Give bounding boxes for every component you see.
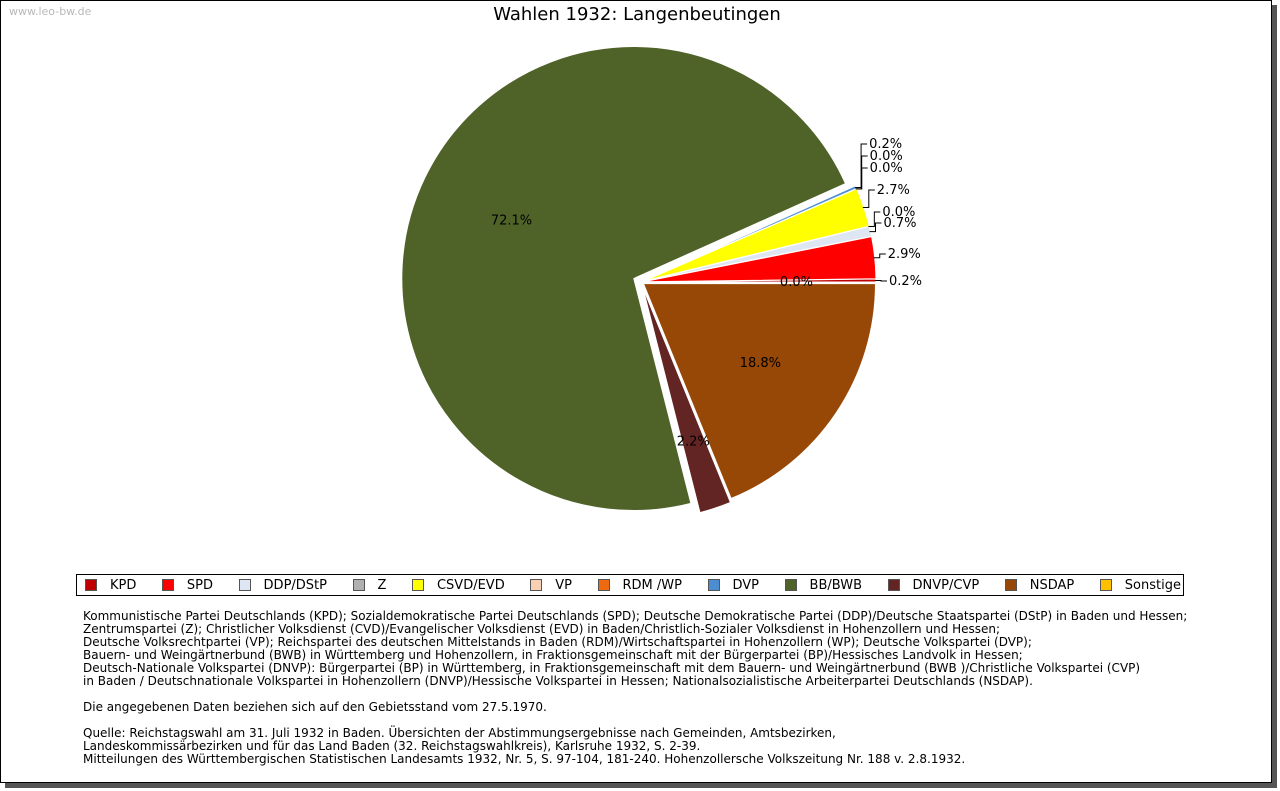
source-note-line: Landeskommissärbezirken und für das Land… — [83, 739, 701, 753]
legend-swatch — [411, 579, 424, 591]
legend-item-vp: VP — [530, 578, 572, 593]
slice-label-kpd: 0.2% — [889, 274, 922, 289]
legend-label: DVP — [732, 577, 760, 593]
leader-line-z — [868, 211, 881, 228]
legend-label: DDP/DStP — [263, 577, 327, 593]
legend-swatch — [887, 579, 900, 591]
legend-swatch — [85, 579, 97, 591]
slice-label-z: 0.0% — [882, 205, 915, 220]
slice-label-csvd-evd: 2.7% — [877, 183, 910, 198]
legend-label: RDM /WP — [622, 577, 682, 593]
chart-title: Wahlen 1932: Langenbeutingen — [493, 4, 781, 25]
legend-item-spd: SPD — [161, 577, 214, 593]
legend-swatch — [1004, 579, 1017, 591]
party-note-line: Bauern- und Weingärtnerbund (BWB) in Wür… — [83, 648, 1023, 662]
slice-label-spd: 2.9% — [888, 247, 921, 262]
watermark: www.leo-bw.de — [9, 5, 92, 18]
legend-swatch — [530, 579, 543, 591]
legend-item-dnvp-cvp: DNVP/CVP — [887, 577, 980, 593]
legend-label: SPD — [186, 577, 214, 593]
legend-item-ddp-dstp: DDP/DStP — [238, 577, 327, 593]
legend-label: BB/BWB — [809, 577, 862, 593]
party-note-line: Zentrumspartei (Z); Christlicher Volksdi… — [83, 622, 1001, 636]
legend-label: Sonstige — [1124, 577, 1181, 593]
leader-line-spd — [873, 253, 886, 259]
legend-swatch — [784, 579, 797, 591]
leader-line-dvp — [855, 143, 868, 189]
legend-label: VP — [555, 577, 572, 593]
legend-item-sonstige: Sonstige — [1099, 577, 1181, 593]
party-notes: Kommunistische Partei Deutschlands (KPD)… — [83, 610, 1187, 688]
party-note-line: Kommunistische Partei Deutschlands (KPD)… — [83, 609, 1188, 623]
legend-swatch — [707, 579, 720, 591]
source-note-line: Quelle: Reichstagswahl am 31. Juli 1932 … — [83, 726, 836, 740]
pie-slice-dnvp-cvp — [642, 287, 732, 514]
slice-label-sonstige: 0.0% — [780, 275, 813, 290]
legend-label: Z — [377, 577, 387, 593]
party-note-line: in Baden / Deutschnationale Volkspartei … — [83, 674, 1033, 688]
legend-swatch — [1099, 579, 1112, 591]
slice-label-vp: 0.0% — [870, 161, 903, 176]
pie-slice-bb-bwb — [401, 46, 847, 511]
legend-label: KPD — [110, 577, 137, 593]
leader-line-ddp-dstp — [869, 222, 882, 233]
notes: Kommunistische Partei Deutschlands (KPD)… — [83, 610, 1187, 766]
legend-swatch — [352, 579, 365, 591]
source-notes: Quelle: Reichstagswahl am 31. Juli 1932 … — [83, 727, 1187, 766]
pie-slice-nsdap — [642, 283, 876, 500]
legend-swatch — [238, 579, 251, 591]
slice-label-ddp-dstp: 0.7% — [884, 216, 917, 231]
party-note-line: Deutsch-Nationale Volkspartei (DNVP): Bü… — [83, 661, 1141, 675]
legend-label: NSDAP — [1029, 577, 1075, 593]
legend-item-nsdap: NSDAP — [1004, 577, 1075, 593]
legend-item-bb-bwb: BB/BWB — [784, 577, 862, 593]
legend-item-rdm-wp: RDM /WP — [597, 577, 682, 593]
legend: KPD SPD DDP/DStP Z CSVD/EVD VP RDM /WP DVP BB/BW… — [76, 574, 1184, 596]
source-note-line: Mitteilungen des Württembergischen Stati… — [83, 752, 966, 766]
slice-label-dnvp-cvp: 2.2% — [677, 435, 710, 450]
legend-item-csvd-evd: CSVD/EVD — [411, 577, 505, 593]
leader-line-rdm-wp — [855, 155, 868, 190]
slice-label-dvp: 0.2% — [869, 137, 902, 152]
territory-note: Die angegebenen Daten beziehen sich auf … — [83, 700, 547, 714]
slice-label-nsdap: 18.8% — [740, 356, 781, 371]
legend-item-dvp: DVP — [707, 577, 760, 593]
legend-label: CSVD/EVD — [436, 577, 505, 593]
leader-line-csvd-evd — [862, 189, 875, 208]
slice-label-bb-bwb: 72.1% — [491, 213, 532, 228]
legend-item-z: Z — [352, 577, 387, 593]
legend-swatch — [597, 579, 610, 591]
slice-label-rdm-wp: 0.0% — [870, 149, 903, 164]
legend-label: DNVP/CVP — [912, 577, 980, 593]
legend-swatch — [161, 579, 174, 591]
party-note-line: Deutsche Volksrechtpartei (VP); Reichspa… — [83, 635, 1032, 649]
legend-item-kpd: KPD — [85, 578, 136, 593]
pie-chart: 72.1%2.2%18.8%0.2%2.9%0.7%0.0%2.7%0.0%0.… — [401, 46, 922, 514]
